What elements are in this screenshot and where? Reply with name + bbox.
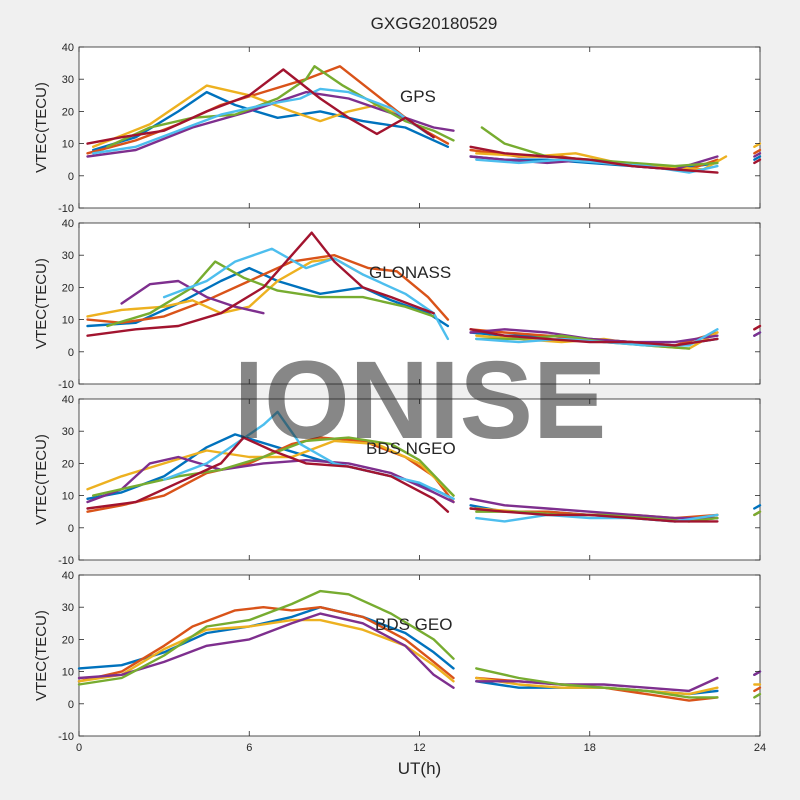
- ytick-label: 40: [62, 218, 74, 230]
- ytick-label: 10: [62, 491, 74, 503]
- ytick-label: 20: [62, 458, 74, 470]
- ytick-label: 20: [62, 106, 74, 118]
- series-6-late: [753, 324, 762, 331]
- xtick-label: 18: [584, 742, 596, 754]
- series-2-points: [86, 257, 364, 318]
- series-0-late: [753, 504, 762, 510]
- ytick-label: -10: [58, 731, 74, 743]
- ytick-label: 40: [62, 570, 74, 582]
- series-6-points: [86, 436, 450, 513]
- ytick-label: -10: [58, 379, 74, 391]
- y-axis-label: VTEC(TECU): [33, 610, 50, 701]
- ytick-label: 0: [68, 171, 74, 183]
- series-4-night: [475, 667, 719, 699]
- system-label: GPS: [400, 87, 436, 106]
- series-2-late: [753, 142, 762, 149]
- series-3-late: [753, 670, 762, 676]
- series-0-late: [753, 155, 762, 161]
- watermark: IONISE: [234, 339, 607, 462]
- xtick-label: 12: [413, 742, 425, 754]
- series-3-points: [86, 90, 455, 158]
- figure-title: GXGG20180529: [371, 14, 498, 33]
- series-4-late: [753, 510, 762, 517]
- series-3-points: [120, 279, 265, 315]
- xtick-label: 24: [754, 742, 766, 754]
- series-4-points: [106, 260, 435, 328]
- series-5-points: [162, 410, 455, 500]
- series-3-late: [753, 152, 762, 158]
- ytick-label: 30: [62, 250, 74, 262]
- series-1-late: [753, 148, 762, 155]
- series-1-late: [753, 686, 762, 693]
- y-axis-label: VTEC(TECU): [33, 82, 50, 173]
- series-6-night: [469, 145, 719, 174]
- x-axis-label: UT(h): [398, 759, 441, 778]
- series-3-night: [469, 497, 719, 520]
- series-4-points: [91, 436, 455, 497]
- ytick-label: 0: [68, 347, 74, 359]
- series-2-points: [91, 84, 407, 149]
- panel-0: -10 0 10 20 30 40 VTEC(TECU) GPS: [33, 42, 762, 215]
- series-4-points: [77, 589, 455, 686]
- ytick-label: 20: [62, 282, 74, 294]
- y-axis-label: VTEC(TECU): [33, 258, 50, 349]
- series-3-points: [77, 612, 455, 689]
- ytick-label: 40: [62, 394, 74, 406]
- ytick-label: 30: [62, 602, 74, 614]
- ytick-label: 10: [62, 139, 74, 151]
- xtick-label: 0: [76, 742, 82, 754]
- ytick-label: 0: [68, 699, 74, 711]
- y-axis-label: VTEC(TECU): [33, 434, 50, 525]
- series-4-late: [753, 692, 762, 699]
- system-label: BDS GEO: [375, 615, 452, 634]
- series-1-points: [86, 253, 450, 324]
- ytick-label: 30: [62, 426, 74, 438]
- ytick-label: 10: [62, 315, 74, 327]
- ytick-label: 40: [62, 42, 74, 54]
- ytick-label: 0: [68, 523, 74, 535]
- ytick-label: 10: [62, 667, 74, 679]
- series-6-points: [86, 68, 435, 145]
- series-6-points: [86, 231, 435, 337]
- ytick-label: 30: [62, 74, 74, 86]
- series-6-night: [469, 328, 719, 347]
- ytick-label: -10: [58, 555, 74, 567]
- xtick-label: 6: [246, 742, 252, 754]
- series-3-night: [475, 676, 719, 693]
- series-6-late: [753, 158, 762, 165]
- system-label: GLONASS: [369, 263, 451, 282]
- series-0-points: [91, 90, 450, 152]
- panel-1: -10 0 10 20 30 40 VTEC(TECU) GLONASS: [33, 218, 762, 391]
- series-6-night: [469, 507, 719, 523]
- ytick-label: -10: [58, 203, 74, 215]
- series-2-points: [77, 618, 455, 683]
- series-1-points: [86, 436, 455, 513]
- series-3-late: [753, 331, 762, 337]
- series-5-points: [91, 87, 430, 155]
- system-label: BDS NGEO: [366, 439, 456, 458]
- series-5-points: [162, 247, 450, 341]
- panel-2: -10 0 10 20 30 40 VTEC(TECU) BDS NGEO: [33, 394, 762, 567]
- ytick-label: 20: [62, 634, 74, 646]
